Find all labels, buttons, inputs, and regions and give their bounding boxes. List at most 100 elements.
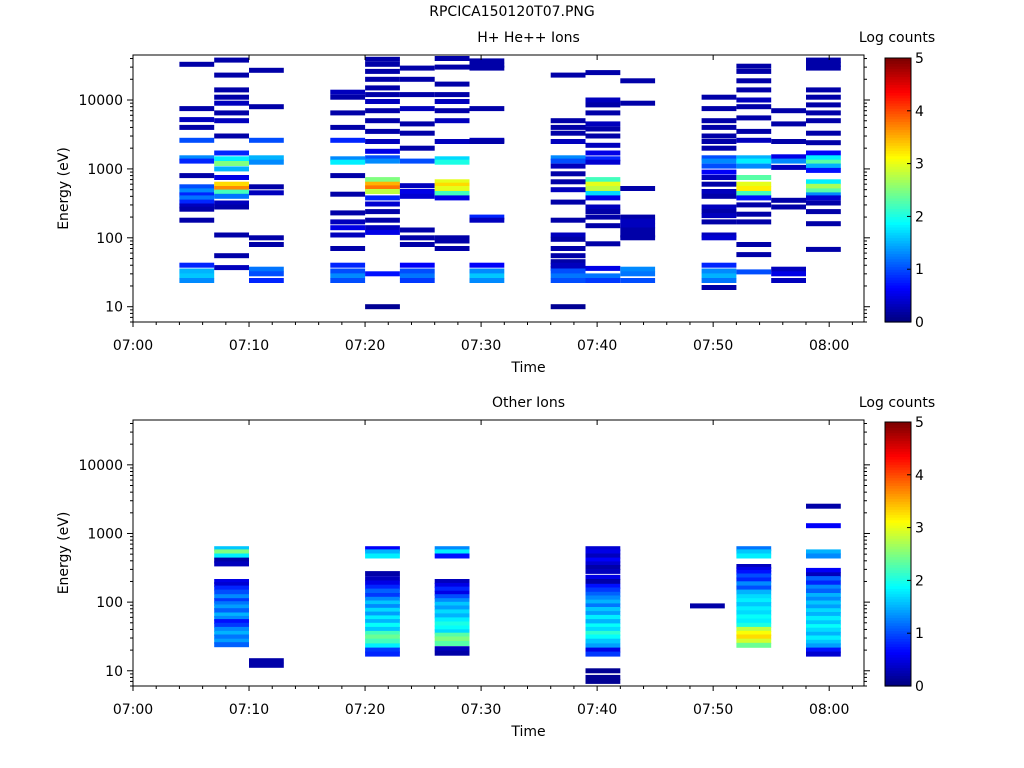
top-colorbar-segment <box>885 113 911 117</box>
top-cell <box>434 238 470 244</box>
bottom-cell <box>585 623 621 629</box>
top-colorbar-segment <box>885 279 911 283</box>
top-cell <box>249 104 284 110</box>
bottom-cell <box>214 608 249 614</box>
bottom-colorbar-segment <box>885 543 911 547</box>
top-cell <box>806 65 841 71</box>
top-cell <box>249 159 284 165</box>
top-cell <box>249 67 284 73</box>
bottom-cell <box>434 621 470 627</box>
bottom-x-tick-label: 07:10 <box>229 702 269 718</box>
top-cell <box>550 253 586 259</box>
top-cell <box>771 197 806 203</box>
top-cell <box>585 133 621 139</box>
top-cell <box>701 169 737 175</box>
bottom-colorbar-segment <box>885 511 911 515</box>
top-cell <box>179 273 215 279</box>
top-cell <box>469 278 505 283</box>
bottom-colorbar-segment <box>885 638 911 642</box>
bottom-colorbar-segment <box>885 464 911 468</box>
top-colorbar-segment <box>885 160 911 165</box>
bottom-colorbar-segment <box>885 561 911 566</box>
bottom-colorbar-segment <box>885 659 911 663</box>
top-colorbar-segment <box>885 205 911 210</box>
top-cell <box>434 118 470 124</box>
top-cell <box>736 252 772 258</box>
bottom-colorbar-segment <box>885 506 911 510</box>
top-cell <box>365 68 400 74</box>
top-colorbar-segment <box>885 253 911 257</box>
bottom-cell <box>585 668 621 674</box>
top-colorbar-segment <box>885 174 911 178</box>
bottom-colorbar-segment <box>885 456 911 460</box>
top-cell <box>701 189 737 194</box>
top-cell <box>214 100 249 106</box>
bottom-colorbar-segment <box>885 480 911 484</box>
bottom-colorbar-segment <box>885 445 911 449</box>
top-cell <box>550 262 586 268</box>
top-cell <box>434 139 470 144</box>
top-colorbar-segment <box>885 92 911 96</box>
bottom-cell <box>214 630 249 636</box>
top-cell <box>701 262 737 268</box>
top-cell <box>701 145 737 151</box>
top-cell <box>701 268 737 274</box>
bottom-colorbar-frame <box>884 421 912 687</box>
top-cell <box>365 229 400 235</box>
top-plot-frame <box>132 54 865 323</box>
top-colorbar-segment <box>885 76 911 80</box>
bottom-cell <box>690 603 725 609</box>
bottom-colorbar-segment <box>885 448 911 452</box>
bottom-colorbar-segment <box>885 656 911 661</box>
top-cell <box>214 161 249 166</box>
top-cell <box>330 156 366 162</box>
bottom-colorbar-segment <box>885 635 911 640</box>
bottom-colorbar-segment <box>885 590 911 595</box>
bottom-cell <box>214 626 249 632</box>
top-cell <box>806 57 841 63</box>
top-colorbar-segment <box>885 190 911 194</box>
top-cell <box>179 106 215 112</box>
bottom-cell <box>214 594 249 600</box>
bottom-cell <box>806 553 841 559</box>
top-cell <box>550 236 586 242</box>
bottom-cell <box>214 589 249 595</box>
top-y-tick-label: 10 <box>105 300 123 316</box>
bottom-cell <box>585 651 621 657</box>
top-cell <box>585 186 621 191</box>
top-cell <box>365 76 400 82</box>
top-colorbar-segment <box>885 155 911 159</box>
top-cell <box>806 179 841 185</box>
top-cell <box>179 203 215 209</box>
bottom-cell <box>434 605 470 611</box>
bottom-cell <box>806 567 841 573</box>
top-cell <box>179 268 215 274</box>
bottom-colorbar-segment <box>885 583 911 587</box>
bottom-cell <box>806 608 841 614</box>
top-colorbar-segment <box>885 142 911 146</box>
top-cell <box>701 175 737 180</box>
bottom-cell <box>365 576 400 582</box>
bottom-cell <box>585 607 621 612</box>
top-colorbar-tick-label: 2 <box>915 209 924 225</box>
bottom-colorbar-segment <box>885 554 911 558</box>
bottom-cell <box>806 593 841 598</box>
top-cell <box>249 155 284 161</box>
bottom-colorbar-segment <box>885 485 911 489</box>
top-cell <box>771 164 806 170</box>
top-cell <box>550 217 586 223</box>
top-cell <box>771 154 806 160</box>
top-colorbar-segment <box>885 306 911 310</box>
bottom-colorbar-segment <box>885 530 911 534</box>
top-cell <box>214 57 249 63</box>
top-colorbar-segment <box>885 65 911 70</box>
top-cell <box>585 70 621 76</box>
top-colorbar-segment <box>885 71 911 75</box>
bottom-colorbar-segment <box>885 651 911 655</box>
top-cell <box>550 246 586 251</box>
bottom-colorbar-segment <box>885 435 911 439</box>
top-cell <box>736 158 772 164</box>
bottom-cell <box>806 604 841 610</box>
top-cell <box>214 133 249 139</box>
top-colorbar-segment <box>885 232 911 236</box>
